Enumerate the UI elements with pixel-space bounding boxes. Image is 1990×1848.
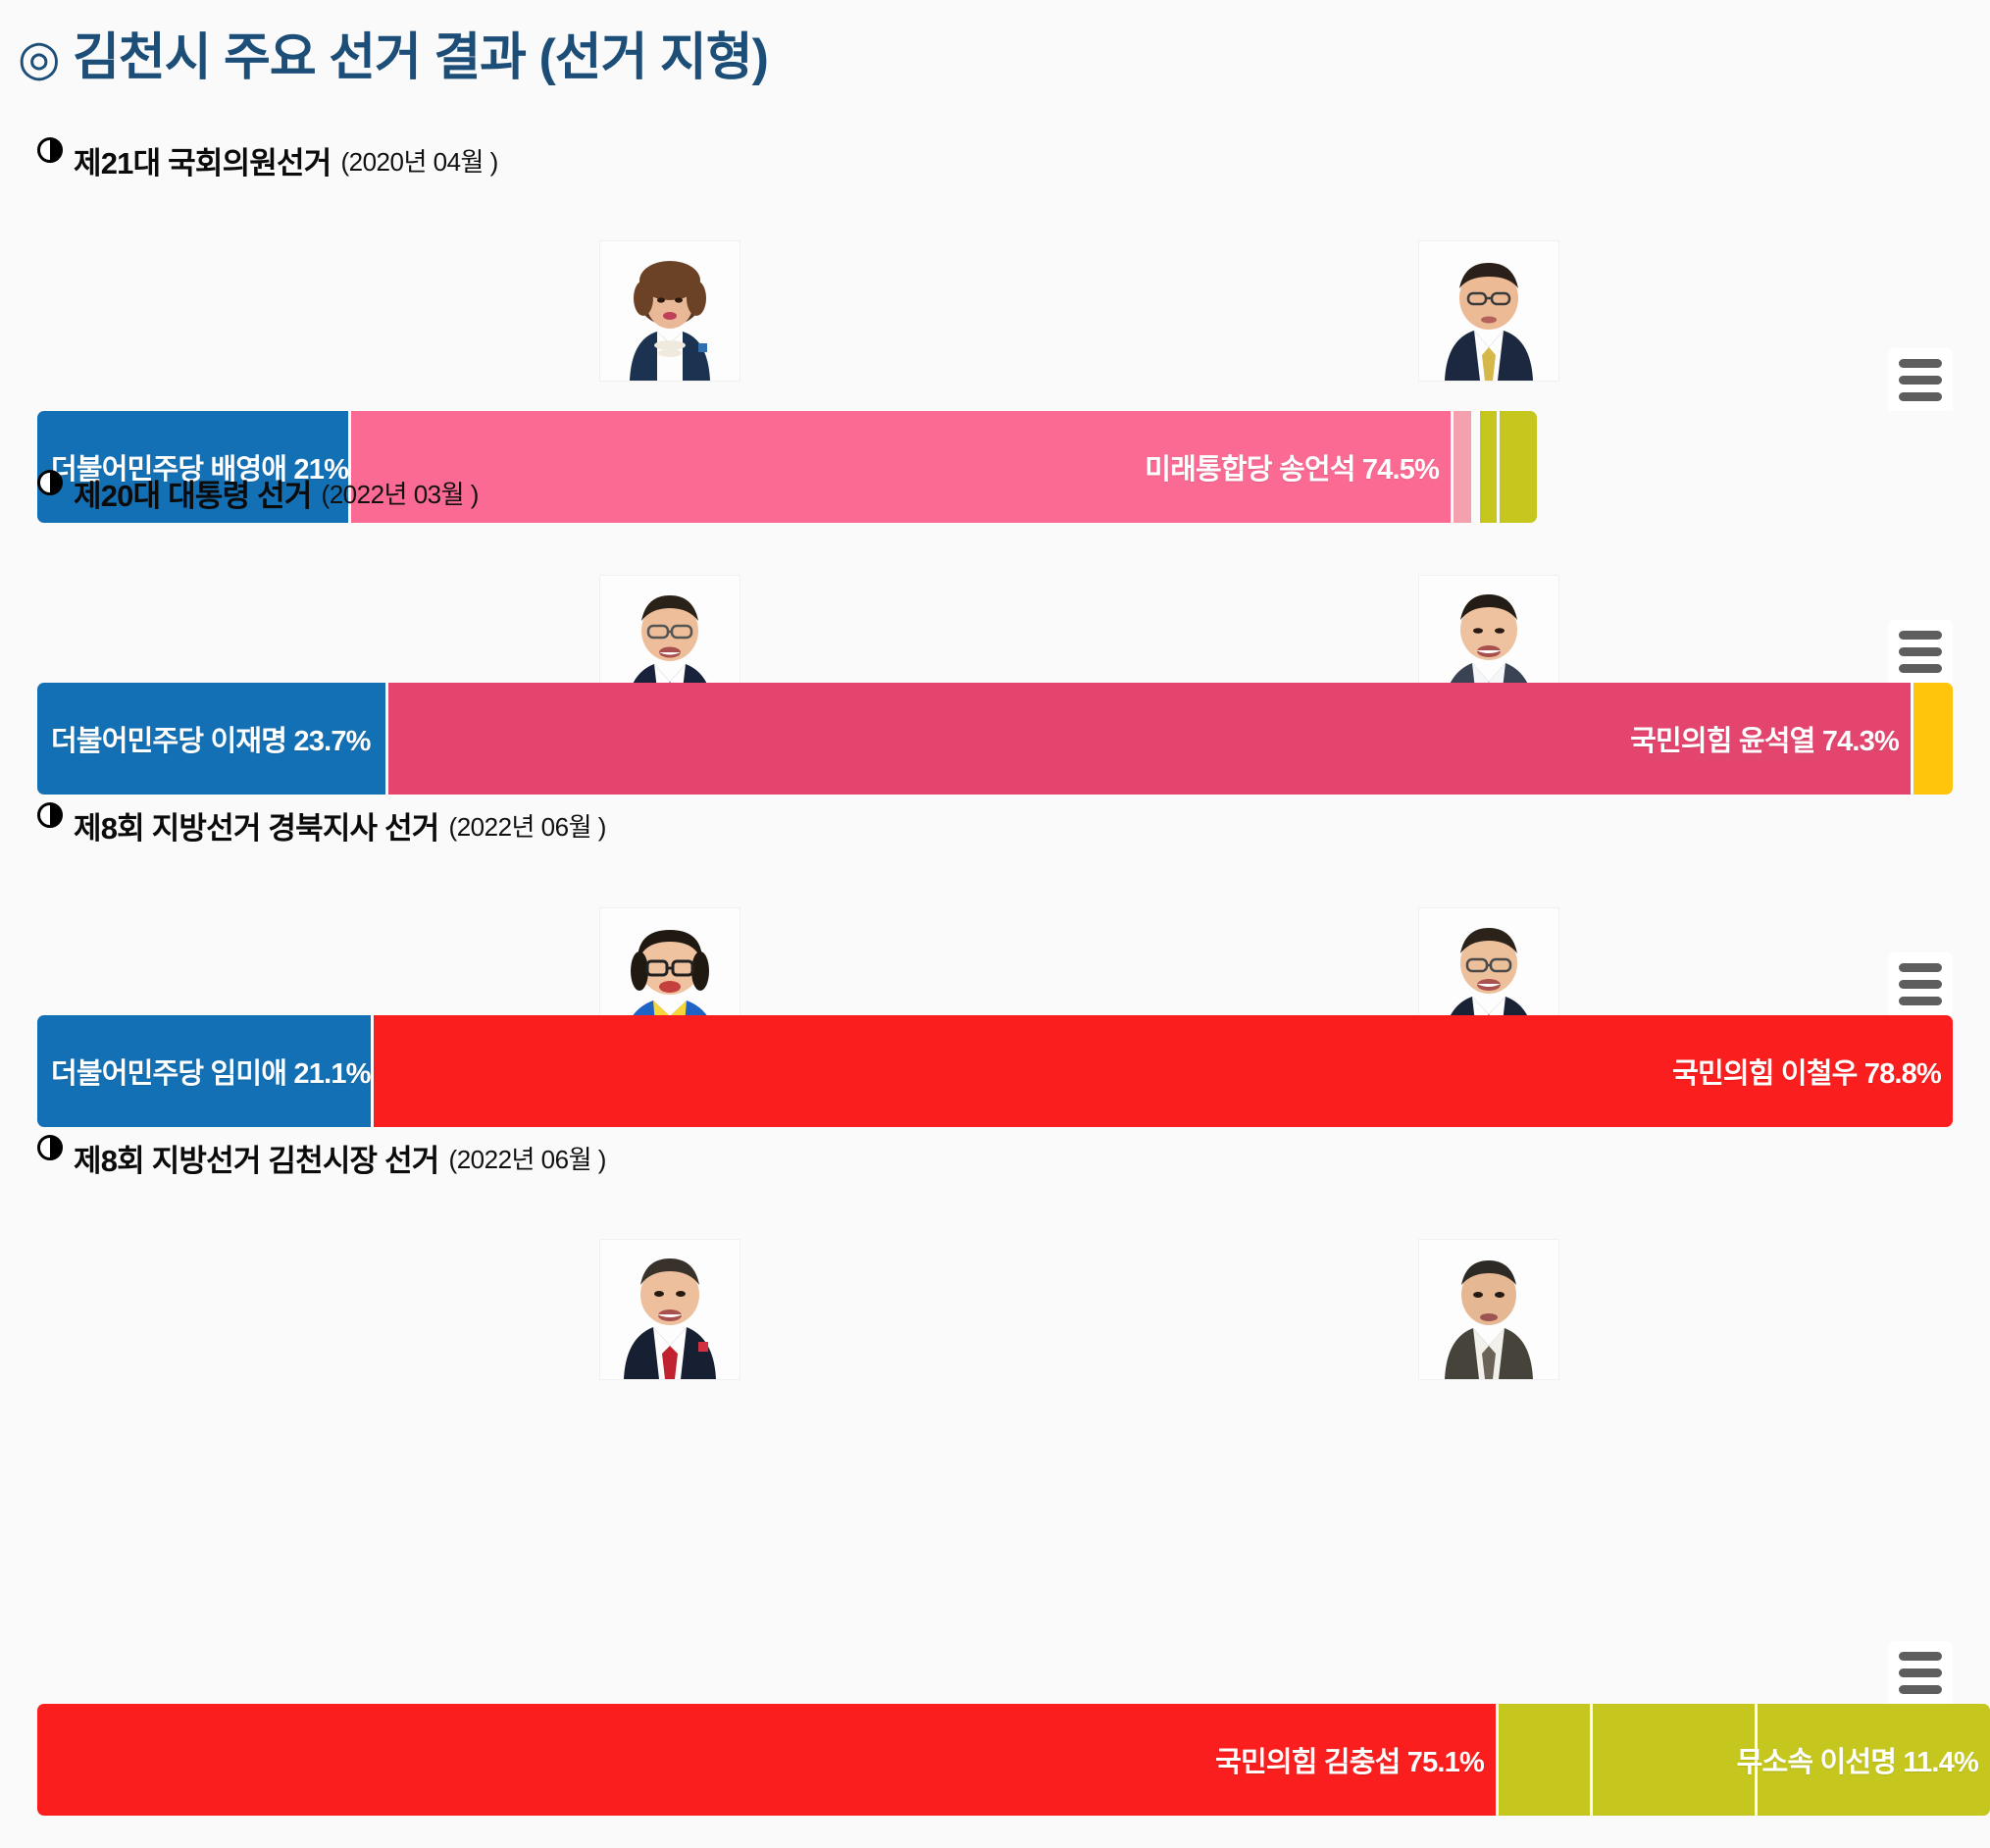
candidate-photo-left-1 xyxy=(600,241,740,381)
menu-bar xyxy=(1899,663,1942,673)
bar-label-left-2: 더불어민주당 이재명 23.7% xyxy=(51,726,371,757)
hamburger-menu-icon-1[interactable] xyxy=(1888,348,1953,411)
section-4-header: 제8회 지방선거 김천시장 선거 (2022년 06월 ) xyxy=(37,1135,606,1180)
bar-segment-independent-b-1[interactable] xyxy=(1500,411,1538,523)
candidate-photo-left-4 xyxy=(600,1240,740,1379)
section-3-title: 제8회 지방선거 경북지사 선거 xyxy=(74,810,439,846)
bar-segment-people-power-3[interactable]: 국민의힘 이철우 78.8% xyxy=(373,1015,1953,1127)
result-bar-1: 더불어민주당 배영애 21% 미래통합당 송언석 74.5% xyxy=(37,411,1953,523)
candidate-photo-right-1 xyxy=(1419,241,1558,381)
bar-segment-democratic-2[interactable]: 더불어민주당 이재명 23.7% xyxy=(37,683,385,795)
section-4-date: (2022년 06월 ) xyxy=(448,1144,607,1174)
bar-label-right-4: 무소속 이선명 11.4% xyxy=(1736,1747,1979,1778)
bar-label-left-1: 더불어민주당 배영애 21% xyxy=(51,454,349,486)
section-2-title: 제20대 대통령 선거 xyxy=(74,478,312,513)
menu-bar xyxy=(1899,375,1942,385)
result-bar-3: 더불어민주당 임미애 21.1% 국민의힘 이철우 78.8% xyxy=(37,1015,1953,1127)
menu-bar xyxy=(1899,358,1942,368)
menu-bar xyxy=(1899,996,1942,1005)
bar-label-right-1: 미래통합당 송언석 74.5% xyxy=(1145,454,1440,486)
hamburger-menu-icon-2[interactable] xyxy=(1888,620,1953,683)
bar-label-left-4: 국민의힘 김충섭 75.1% xyxy=(1215,1747,1485,1778)
page-title-text: 김천시 주요 선거 결과 (선거 지형) xyxy=(73,29,769,86)
section-3-header: 제8회 지방선거 경북지사 선거 (2022년 06월 ) xyxy=(37,802,606,847)
bar-segment-democratic-1[interactable]: 더불어민주당 배영애 21% xyxy=(37,411,349,523)
bar-segment-future-united-1[interactable]: 미래통합당 송언석 74.5% xyxy=(351,411,1452,523)
bar-segment-people-power-4[interactable]: 국민의힘 김충섭 75.1% xyxy=(37,1704,1496,1816)
bar-label-left-3: 더불어민주당 임미애 21.1% xyxy=(51,1058,371,1090)
section-1-date: (2020년 04월 ) xyxy=(340,146,498,177)
menu-bar xyxy=(1899,391,1942,401)
menu-bar xyxy=(1899,962,1942,972)
half-circle-bullet-icon xyxy=(37,1135,63,1160)
bar-segment-independent-a-4[interactable] xyxy=(1499,1704,1590,1816)
bar-label-right-2: 국민의힘 윤석열 74.3% xyxy=(1630,726,1900,757)
bar-segment-other-2[interactable] xyxy=(1913,683,1953,795)
half-circle-bullet-icon xyxy=(37,137,63,163)
section-1-title: 제21대 국회의원선거 xyxy=(74,145,332,180)
bar-segment-other-1[interactable] xyxy=(1454,411,1472,523)
menu-bar xyxy=(1899,1651,1942,1661)
section-4-title: 제8회 지방선거 김천시장 선거 xyxy=(74,1143,439,1178)
section-3-date: (2022년 06월 ) xyxy=(448,811,607,842)
half-circle-bullet-icon xyxy=(37,470,63,495)
section-2-date: (2022년 03월 ) xyxy=(321,479,480,509)
menu-bar xyxy=(1899,630,1942,640)
candidate-photo-right-4 xyxy=(1419,1240,1558,1379)
bar-segment-independent-a-1[interactable] xyxy=(1480,411,1498,523)
title-marker-icon: ◎ xyxy=(18,30,61,85)
menu-bar xyxy=(1899,1684,1942,1694)
hamburger-menu-icon-3[interactable] xyxy=(1888,952,1953,1015)
section-1-header: 제21대 국회의원선거 (2020년 04월 ) xyxy=(37,137,498,182)
menu-bar xyxy=(1899,979,1942,989)
result-bar-4: 국민의힘 김충섭 75.1% 무소속 이선명 11.4% xyxy=(37,1704,1990,1816)
section-2-header: 제20대 대통령 선거 (2022년 03월 ) xyxy=(37,470,479,515)
bar-segment-democratic-3[interactable]: 더불어민주당 임미애 21.1% xyxy=(37,1015,371,1127)
bar-segment-people-power-2[interactable]: 국민의힘 윤석열 74.3% xyxy=(388,683,1911,795)
bar-label-right-3: 국민의힘 이철우 78.8% xyxy=(1672,1058,1942,1090)
half-circle-bullet-icon xyxy=(37,802,63,828)
menu-bar xyxy=(1899,1668,1942,1677)
bar-segment-independent-b-4[interactable] xyxy=(1593,1704,1755,1816)
result-bar-2: 더불어민주당 이재명 23.7% 국민의힘 윤석열 74.3% xyxy=(37,683,1953,795)
hamburger-menu-icon-4[interactable] xyxy=(1888,1641,1953,1704)
bar-segment-independent-c-4[interactable]: 무소속 이선명 11.4% xyxy=(1737,1704,1990,1816)
page-title: ◎ 김천시 주요 선거 결과 (선거 지형) xyxy=(18,16,769,89)
menu-bar xyxy=(1899,646,1942,656)
